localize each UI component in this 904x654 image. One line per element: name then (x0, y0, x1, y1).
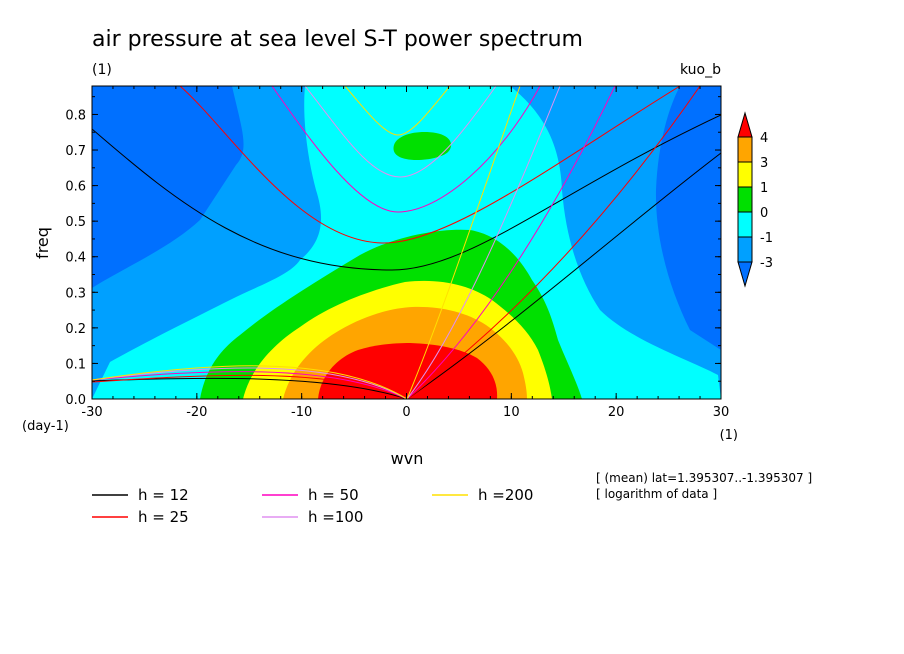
colorbar-label: -1 (760, 231, 773, 246)
colorbar-label: 0 (760, 206, 768, 221)
y-tick-label: 0.8 (65, 108, 86, 123)
colorbar-label: -3 (760, 256, 773, 271)
curve-legend: h = 12 h = 25 h = 50 h =100 h =200 (92, 486, 533, 526)
curve-h100-b (92, 86, 561, 399)
colorbar-segment (737, 211, 753, 238)
colorbar: 4 3 1 0 -1 -3 (737, 111, 773, 288)
x-tick-label: 10 (503, 405, 520, 420)
y-tick-label: 0.2 (65, 322, 86, 337)
colorbar-top-arrow (737, 111, 753, 138)
y-tick-label: 0.7 (65, 144, 86, 159)
x-tick-label: -30 (81, 405, 102, 420)
x-axis-label: wvn (391, 449, 424, 468)
x-axis: -30 -20 -10 0 10 20 30 (81, 86, 729, 420)
colorbar-segment (737, 161, 753, 188)
legend-label: h =100 (308, 508, 363, 526)
note-log: [ logarithm of data ] (596, 487, 717, 501)
y-tick-label: 0.5 (65, 215, 86, 230)
y-axis-label: freq (33, 227, 52, 259)
curve-h12-a (92, 114, 721, 271)
units-label: (1) (92, 62, 112, 78)
colorbar-segment (737, 136, 753, 163)
curve-h25-b (92, 86, 701, 399)
x-tick-label: 30 (713, 405, 730, 420)
y-units-label: (day-1) (22, 419, 69, 434)
colorbar-segment (737, 186, 753, 213)
colorbar-label: 4 (760, 131, 768, 146)
contour-fill (92, 86, 721, 399)
legend-label: h =200 (478, 486, 533, 504)
y-tick-label: 0.6 (65, 180, 86, 195)
legend-label: h = 50 (308, 486, 359, 504)
contour-blob (393, 132, 452, 161)
legend-label: h = 25 (138, 508, 189, 526)
curve-h200-b (92, 86, 521, 399)
x-tick-label: -10 (291, 405, 312, 420)
x-tick-label: -20 (186, 405, 207, 420)
x-tick-label: 0 (402, 405, 410, 420)
colorbar-label: 1 (760, 181, 768, 196)
y-tick-label: 0.3 (65, 286, 86, 301)
colorbar-label: 3 (760, 156, 768, 171)
y-tick-label: 0.1 (65, 357, 86, 372)
curve-h200-a (344, 86, 451, 136)
note-lat: [ (mean) lat=1.395307..-1.395307 ] (596, 471, 812, 485)
y-tick-label: 0.0 (65, 393, 86, 408)
curve-h25-a (179, 86, 681, 244)
curve-h100-a (304, 86, 497, 178)
y-tick-label: 0.4 (65, 251, 86, 266)
colorbar-bottom-arrow (737, 261, 753, 288)
x-units-label: (1) (720, 428, 738, 443)
chart-title: air pressure at sea level S-T power spec… (92, 27, 583, 52)
corner-label: kuo_b (680, 62, 721, 78)
colorbar-segment (737, 236, 753, 263)
legend-label: h = 12 (138, 486, 189, 504)
y-axis: 0.0 0.1 0.2 0.3 0.4 0.5 0.6 0.7 0.8 (65, 96, 721, 408)
x-tick-label: 20 (608, 405, 625, 420)
